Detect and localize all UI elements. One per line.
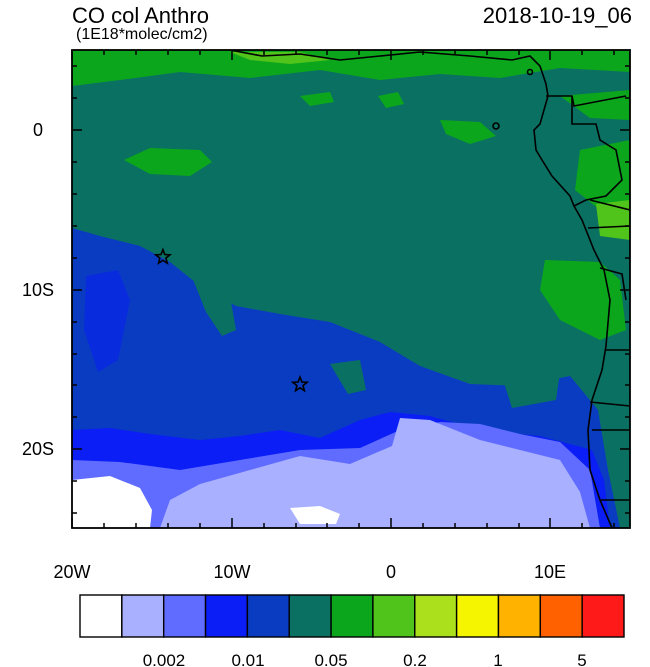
lon-label-20w: 20W [53, 562, 90, 582]
colorbar-label: 0.01 [231, 651, 264, 667]
map-timestamp: 2018-10-19_06 [482, 3, 632, 28]
lat-label-20s: 20S [22, 439, 54, 459]
lon-label-10e: 10E [534, 562, 566, 582]
lon-label-10w: 10W [213, 562, 250, 582]
colorbar-swatch [539, 594, 583, 638]
map-frame [71, 49, 631, 529]
star-marker-icon [290, 374, 310, 393]
colorbar-swatch [581, 594, 625, 638]
colorbar-swatch [162, 594, 207, 638]
colorbar-swatch [414, 594, 458, 638]
colorbar-label: 0.2 [403, 651, 427, 667]
colorbar-swatch [372, 594, 416, 638]
map-units: (1E18*molec/cm2) [76, 26, 208, 43]
colorbar-swatch [121, 594, 165, 638]
lat-label-0: 0 [33, 120, 43, 140]
marker-layer [153, 247, 310, 393]
map-field [72, 50, 630, 528]
lon-label-0: 0 [386, 562, 396, 582]
colorbar-swatch [204, 594, 249, 638]
colorbar-swatch [288, 594, 332, 638]
colorbar-label: 5 [577, 651, 586, 667]
map-title: CO col Anthro [72, 3, 209, 28]
star-marker-icon [153, 247, 173, 266]
coastline [229, 50, 630, 528]
colorbar-label: 0.002 [143, 651, 186, 667]
colorbar [79, 594, 625, 638]
colorbar-swatch [330, 594, 374, 638]
colorbar-label: 0.05 [314, 651, 347, 667]
colorbar-label: 1 [493, 651, 502, 667]
colorbar-swatch [497, 594, 542, 638]
colorbar-swatch [246, 594, 290, 638]
colorbar-swatch [79, 594, 123, 638]
colorbar-swatch [455, 594, 500, 638]
axis-ticks [71, 50, 630, 528]
lat-label-10s: 10S [22, 280, 54, 300]
